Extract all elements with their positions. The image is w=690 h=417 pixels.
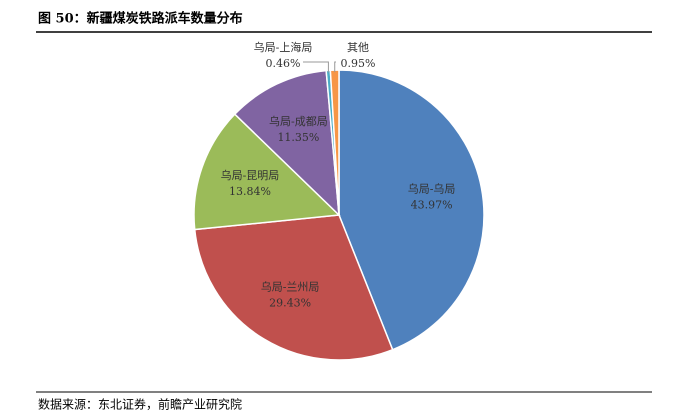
pie-slice <box>193 214 394 361</box>
slice-label: 乌局-乌局 <box>408 181 456 195</box>
value-label: 0.95% <box>341 57 376 70</box>
value-label: 43.97% <box>411 198 453 211</box>
pie-slice <box>193 113 341 231</box>
value-label: 0.46% <box>266 57 301 70</box>
source: 数据来源：东北证券，前瞻产业研究院 <box>38 397 242 412</box>
value-label: 29.43% <box>269 297 311 310</box>
slice-label: 乌局-昆明局 <box>221 168 280 182</box>
pie-slice <box>338 69 485 351</box>
slice-label: 其他 <box>347 41 369 54</box>
value-label: 11.35% <box>277 131 319 144</box>
chart-title: 图 50：新疆煤炭铁路派车数量分布 <box>38 11 243 27</box>
leader-line <box>334 61 336 73</box>
leader-line <box>303 61 329 73</box>
slice-label: 乌局-成都局 <box>269 114 328 128</box>
slice-label: 乌局-上海局 <box>254 40 313 54</box>
pie-slice <box>233 69 340 217</box>
value-label: 13.84% <box>229 185 271 198</box>
slice-label: 乌局-兰州局 <box>261 280 320 294</box>
